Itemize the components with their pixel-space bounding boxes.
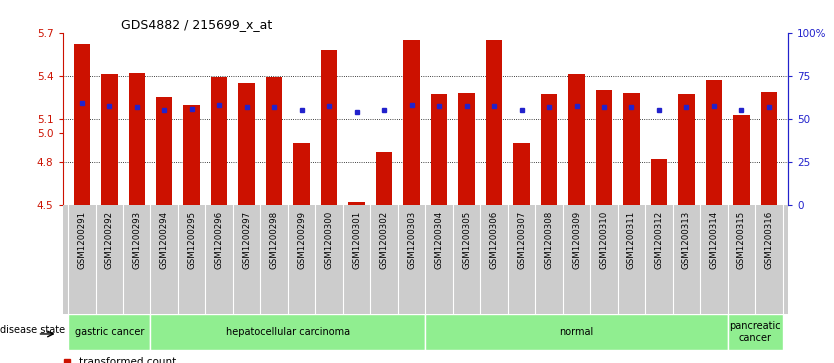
- Bar: [678, 94, 695, 205]
- Text: GSM1200311: GSM1200311: [627, 211, 636, 269]
- Bar: [321, 50, 338, 205]
- Bar: [68, 314, 150, 350]
- Text: GSM1200305: GSM1200305: [462, 211, 471, 269]
- Bar: [211, 77, 228, 205]
- Bar: [183, 105, 200, 205]
- Bar: [349, 202, 364, 205]
- Text: gastric cancer: gastric cancer: [74, 327, 144, 337]
- Text: pancreatic
cancer: pancreatic cancer: [730, 321, 781, 343]
- Bar: [294, 143, 310, 205]
- Text: GSM1200310: GSM1200310: [600, 211, 609, 269]
- Bar: [376, 152, 392, 205]
- Bar: [540, 94, 557, 205]
- Bar: [623, 93, 640, 205]
- Bar: [761, 91, 777, 205]
- Bar: [727, 314, 782, 350]
- Text: transformed count: transformed count: [79, 358, 177, 363]
- Text: GSM1200307: GSM1200307: [517, 211, 526, 269]
- Text: GSM1200314: GSM1200314: [710, 211, 718, 269]
- Text: GSM1200292: GSM1200292: [105, 211, 113, 269]
- Text: GSM1200306: GSM1200306: [490, 211, 499, 269]
- Bar: [431, 94, 447, 205]
- Text: GSM1200316: GSM1200316: [765, 211, 773, 269]
- Text: GSM1200312: GSM1200312: [655, 211, 664, 269]
- Bar: [73, 44, 90, 205]
- Text: GSM1200313: GSM1200313: [682, 211, 691, 269]
- Text: GSM1200293: GSM1200293: [133, 211, 141, 269]
- Bar: [459, 93, 475, 205]
- Text: GSM1200297: GSM1200297: [242, 211, 251, 269]
- Bar: [404, 40, 420, 205]
- Text: GSM1200302: GSM1200302: [379, 211, 389, 269]
- Text: GSM1200298: GSM1200298: [269, 211, 279, 269]
- Text: GSM1200299: GSM1200299: [297, 211, 306, 269]
- Text: GSM1200308: GSM1200308: [545, 211, 554, 269]
- Text: GDS4882 / 215699_x_at: GDS4882 / 215699_x_at: [121, 19, 272, 32]
- Text: GSM1200291: GSM1200291: [78, 211, 86, 269]
- Text: GSM1200300: GSM1200300: [324, 211, 334, 269]
- Text: GSM1200294: GSM1200294: [160, 211, 168, 269]
- Bar: [156, 97, 173, 205]
- Bar: [425, 314, 727, 350]
- Bar: [239, 83, 255, 205]
- Text: normal: normal: [560, 327, 594, 337]
- Bar: [128, 73, 145, 205]
- Text: GSM1200309: GSM1200309: [572, 211, 581, 269]
- Bar: [150, 314, 425, 350]
- Text: disease state: disease state: [0, 325, 65, 335]
- Text: GSM1200304: GSM1200304: [435, 211, 444, 269]
- Bar: [485, 40, 502, 205]
- Bar: [101, 74, 118, 205]
- Bar: [706, 80, 722, 205]
- Bar: [266, 77, 283, 205]
- Bar: [733, 115, 750, 205]
- Text: GSM1200295: GSM1200295: [187, 211, 196, 269]
- Text: hepatocellular carcinoma: hepatocellular carcinoma: [226, 327, 350, 337]
- Bar: [568, 74, 585, 205]
- Text: GSM1200301: GSM1200301: [352, 211, 361, 269]
- Bar: [651, 159, 667, 205]
- Text: GSM1200303: GSM1200303: [407, 211, 416, 269]
- Text: GSM1200315: GSM1200315: [737, 211, 746, 269]
- Bar: [513, 143, 530, 205]
- Bar: [595, 90, 612, 205]
- Text: GSM1200296: GSM1200296: [214, 211, 224, 269]
